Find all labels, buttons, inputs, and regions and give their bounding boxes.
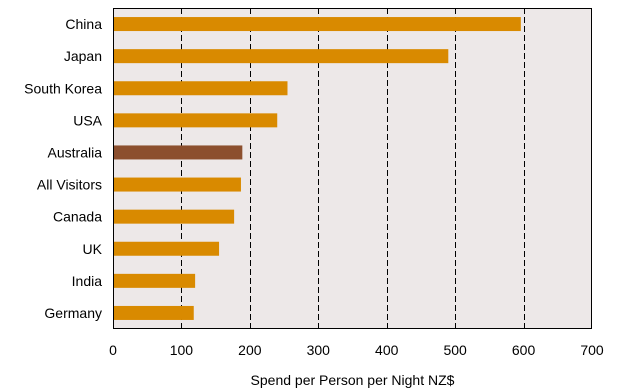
category-labels: China Japan South Korea USA Australia All Vis… xyxy=(24,16,103,321)
bars xyxy=(113,17,521,320)
bar xyxy=(113,209,235,224)
category-label: South Korea xyxy=(24,80,102,96)
x-axis-label: Spend per Person per Night NZ$ xyxy=(251,372,455,388)
x-tick-label: 400 xyxy=(375,342,399,358)
category-label: Australia xyxy=(48,144,103,160)
category-label: UK xyxy=(83,241,103,257)
x-tick-label: 0 xyxy=(109,342,117,358)
category-label: Japan xyxy=(64,48,102,64)
bar xyxy=(113,49,449,64)
category-label: India xyxy=(72,273,103,289)
bar xyxy=(113,113,278,128)
bar xyxy=(113,81,288,96)
bar xyxy=(113,145,243,160)
category-label: Canada xyxy=(53,209,102,225)
x-tick-label: 100 xyxy=(170,342,194,358)
plot-border xyxy=(113,8,592,329)
x-tick-label: 200 xyxy=(238,342,262,358)
bar xyxy=(113,305,194,320)
bar xyxy=(113,273,196,288)
x-tick-labels: 0 100 200 300 400 500 600 700 xyxy=(109,342,604,358)
category-label: Germany xyxy=(44,305,102,321)
bar xyxy=(113,17,521,32)
x-tick-label: 700 xyxy=(580,342,604,358)
x-tick-label: 300 xyxy=(307,342,331,358)
bar xyxy=(113,177,241,192)
x-tick-label: 600 xyxy=(512,342,536,358)
x-tick-label: 500 xyxy=(443,342,467,358)
bar xyxy=(113,241,220,256)
category-label: China xyxy=(65,16,102,32)
category-label: All Visitors xyxy=(37,177,102,193)
category-label: USA xyxy=(73,112,102,128)
